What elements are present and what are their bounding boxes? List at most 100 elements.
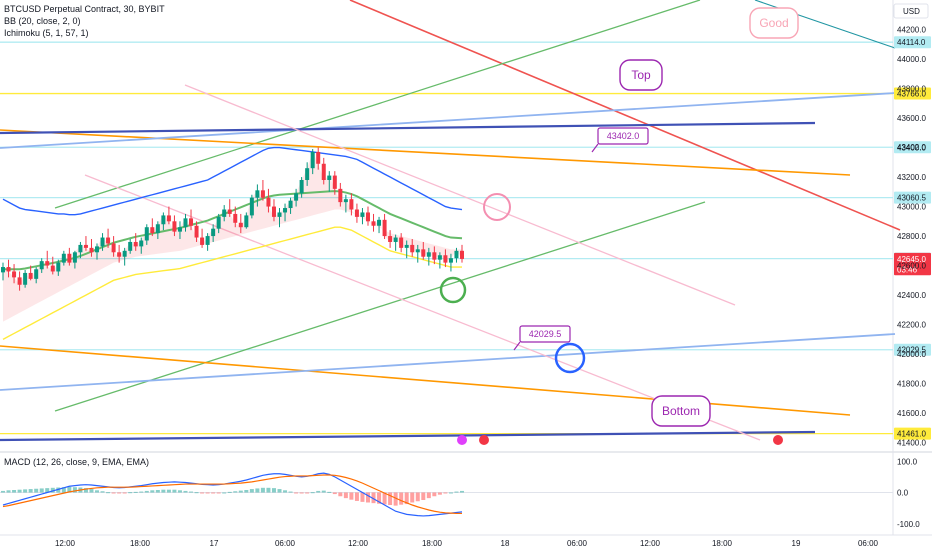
candle-body — [28, 272, 33, 279]
candle-body — [23, 272, 28, 285]
macd-histogram-bar — [177, 490, 182, 493]
macd-histogram-bar — [454, 491, 459, 493]
candle-body — [404, 244, 409, 248]
macd-line — [2, 472, 463, 517]
candle-body — [45, 261, 50, 266]
candle-body — [377, 219, 382, 226]
candle-body — [260, 190, 265, 198]
macd-histogram-bar — [6, 490, 11, 493]
candle-body — [310, 151, 315, 169]
currency-label: USD — [903, 7, 920, 16]
candle-body — [233, 213, 238, 223]
candle-body — [144, 227, 149, 241]
candle-body — [288, 200, 293, 209]
macd-histogram-bar — [83, 488, 88, 493]
macd-histogram-bar — [161, 489, 166, 493]
candle-body — [83, 244, 88, 248]
candle-body — [415, 249, 420, 253]
candle-body — [61, 253, 66, 263]
price-tag-label-1: 43766.0 — [897, 90, 926, 99]
candle-body — [316, 151, 321, 164]
candle-body — [161, 215, 166, 225]
bb-lower-band — [2, 226, 462, 340]
candle-body — [382, 219, 387, 237]
macd-histogram-bar — [128, 492, 133, 494]
candle-body — [78, 244, 83, 253]
price-tag-5 — [894, 252, 931, 265]
macd-histogram-bar — [410, 492, 415, 503]
legend-symbol[interactable]: BTCUSD Perpetual Contract, 30, BYBIT — [4, 4, 165, 14]
macd-tick-label: -100.0 — [897, 520, 920, 529]
price-tick-label: 41800.0 — [897, 380, 926, 389]
candle-body — [354, 209, 359, 217]
candle-body — [100, 237, 105, 247]
macd-histogram-bar — [294, 492, 299, 494]
candle-body — [194, 225, 199, 238]
macd-histogram-bar — [448, 492, 453, 494]
trendline-pink-lower — [84, 174, 761, 441]
candle-body — [283, 208, 288, 213]
time-tick-label: 18:00 — [422, 539, 443, 548]
macd-histogram-bar — [443, 492, 448, 494]
macd-histogram-bar — [17, 489, 22, 493]
price-tag-2 — [894, 141, 931, 154]
currency-box — [893, 3, 929, 19]
macd-histogram-bar — [460, 490, 464, 493]
candle-body — [238, 222, 243, 228]
price-tick-label: 43400.0 — [897, 144, 926, 153]
price-tick-label: 41600.0 — [897, 409, 926, 418]
macd-histogram-bar — [249, 489, 254, 493]
macd-histogram-bar — [222, 492, 227, 494]
candle-body — [205, 236, 210, 245]
time-tick-label: 06:00 — [275, 539, 296, 548]
candle-body — [111, 243, 116, 253]
price-tag-label-8: 41461.0 — [897, 430, 926, 439]
macd-histogram-bar — [95, 490, 100, 493]
macd-histogram-bar — [227, 491, 232, 493]
time-tick-label: 18 — [501, 539, 510, 548]
price-tag-8 — [894, 427, 931, 440]
candle-body — [299, 180, 304, 194]
candle-body — [460, 250, 464, 259]
price-tick-label: 43600.0 — [897, 114, 926, 123]
legend-bb[interactable]: BB (20, close, 2, 0) — [4, 16, 81, 26]
candle-body — [166, 215, 171, 222]
price-tick-label: 43200.0 — [897, 173, 926, 182]
trendline-blue-upper — [0, 92, 896, 149]
candle-body — [89, 247, 94, 253]
legend-ichimoku[interactable]: Ichimoku (5, 1, 57, 1) — [4, 28, 89, 38]
price-tick-label: 44000.0 — [897, 55, 926, 64]
neutral-face-icon — [439, 276, 467, 304]
time-tick-label: 06:00 — [567, 539, 588, 548]
candle-body — [371, 221, 376, 226]
trendline-green-upper — [54, 0, 701, 209]
time-tick-label: 12:00 — [55, 539, 76, 548]
legend-macd[interactable]: MACD (12, 26, close, 9, EMA, EMA) — [4, 457, 150, 467]
candle-body — [155, 224, 160, 234]
time-tick-label: 12:00 — [640, 539, 661, 548]
candle-body — [106, 237, 111, 244]
macd-histogram-bar — [100, 491, 105, 493]
macd-histogram-bar — [194, 492, 199, 494]
callout-bubble-1 — [619, 59, 663, 91]
macd-histogram-bar — [343, 492, 348, 499]
macd-histogram-bar — [205, 492, 210, 494]
macd-histogram-bar — [12, 490, 17, 493]
candle-body — [128, 241, 133, 251]
candle-body — [216, 216, 221, 229]
candle-body — [227, 209, 232, 214]
candle-body — [448, 258, 453, 263]
sad-face-icon — [554, 342, 586, 374]
callout-text-3: 43402.0 — [607, 131, 640, 141]
callout-bubble-2 — [651, 395, 711, 427]
callout-pointer-4 — [513, 341, 521, 351]
price-tag-label-6: 03:46 — [897, 265, 918, 274]
candle-body — [139, 240, 144, 247]
macd-histogram-bar — [393, 492, 398, 506]
time-tick-label: 18:00 — [130, 539, 151, 548]
candle-body — [183, 218, 188, 228]
candle-body — [437, 255, 442, 260]
macd-histogram-bar — [61, 487, 66, 493]
